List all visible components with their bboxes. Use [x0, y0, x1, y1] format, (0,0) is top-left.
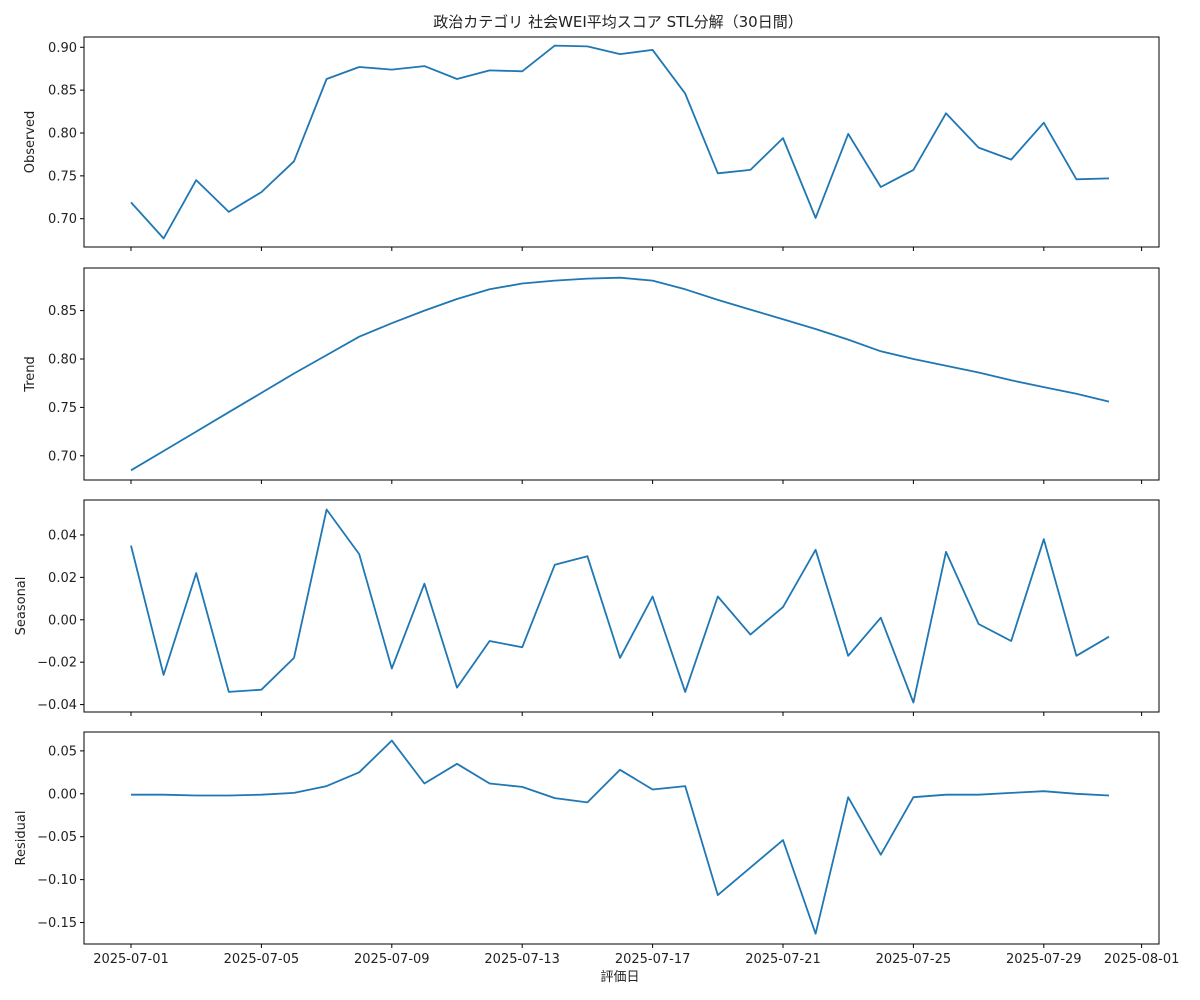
y-axis-label: Seasonal	[14, 577, 29, 636]
panel-seasonal: −0.04 −0.02 0.00 0.02 0.04 Seasonal	[14, 499, 1160, 716]
y-tick-label: 0.90	[48, 41, 77, 56]
y-tick-label: 0.00	[48, 613, 77, 628]
y-tick-label: 0.80	[48, 127, 77, 142]
x-tick-label: 2025-08-01	[1104, 952, 1180, 967]
y-tick-label: 0.70	[48, 212, 77, 227]
y-tick-label: 0.85	[48, 304, 77, 319]
y-tick-label: 0.85	[48, 84, 77, 99]
y-tick-label: 0.05	[48, 744, 77, 759]
panel-trend: 0.70 0.75 0.80 0.85 Trend	[23, 267, 1160, 484]
y-tick-label: −0.02	[37, 656, 77, 671]
axes-frame	[83, 267, 1160, 481]
x-tick-label: 2025-07-01	[93, 952, 169, 967]
y-tick-label: 0.00	[48, 787, 77, 802]
y-axis-label: Trend	[23, 356, 38, 393]
panel-residual: −0.15 −0.10 −0.05 0.00 0.05 Residual	[14, 731, 1160, 948]
x-tick-label: 2025-07-09	[354, 952, 430, 967]
series-line-residual	[131, 739, 1110, 935]
y-axis-label: Observed	[23, 111, 38, 174]
axes-frame	[83, 731, 1160, 945]
y-tick-label: 0.02	[48, 571, 77, 586]
axes-frame	[83, 499, 1160, 713]
x-tick-label: 2025-07-13	[484, 952, 560, 967]
x-tick-label: 2025-07-21	[745, 952, 821, 967]
y-tick-label: 0.75	[48, 169, 77, 184]
x-tick-label: 2025-07-25	[876, 952, 952, 967]
x-tick-label: 2025-07-29	[1006, 952, 1082, 967]
panel-observed: 0.70 0.75 0.80 0.85 0.90 Observed	[23, 36, 1160, 251]
y-tick-label: −0.04	[37, 698, 77, 713]
y-axis-label: Residual	[14, 811, 29, 866]
y-tick-label: 0.80	[48, 352, 77, 367]
y-tick-label: −0.15	[37, 916, 77, 931]
chart-title: 政治カテゴリ 社会WEI平均スコア STL分解（30日間）	[433, 13, 802, 31]
y-tick-label: −0.05	[37, 830, 77, 845]
y-tick-label: 0.70	[48, 449, 77, 464]
x-tick-label: 2025-07-05	[224, 952, 300, 967]
x-tick-label: 2025-07-17	[615, 952, 691, 967]
axes-frame	[83, 36, 1160, 248]
y-tick-label: 0.04	[48, 528, 77, 543]
panels-group: 0.70 0.75 0.80 0.85 0.90 Observed 0.70 0.75 0.80…	[14, 36, 1180, 967]
y-tick-label: −0.10	[37, 873, 77, 888]
x-axis-label: 評価日	[600, 970, 639, 985]
series-line-observed	[130, 44, 1110, 240]
series-line-seasonal	[130, 508, 1110, 704]
y-tick-label: 0.75	[48, 401, 77, 416]
series-line-trend	[130, 276, 1110, 472]
